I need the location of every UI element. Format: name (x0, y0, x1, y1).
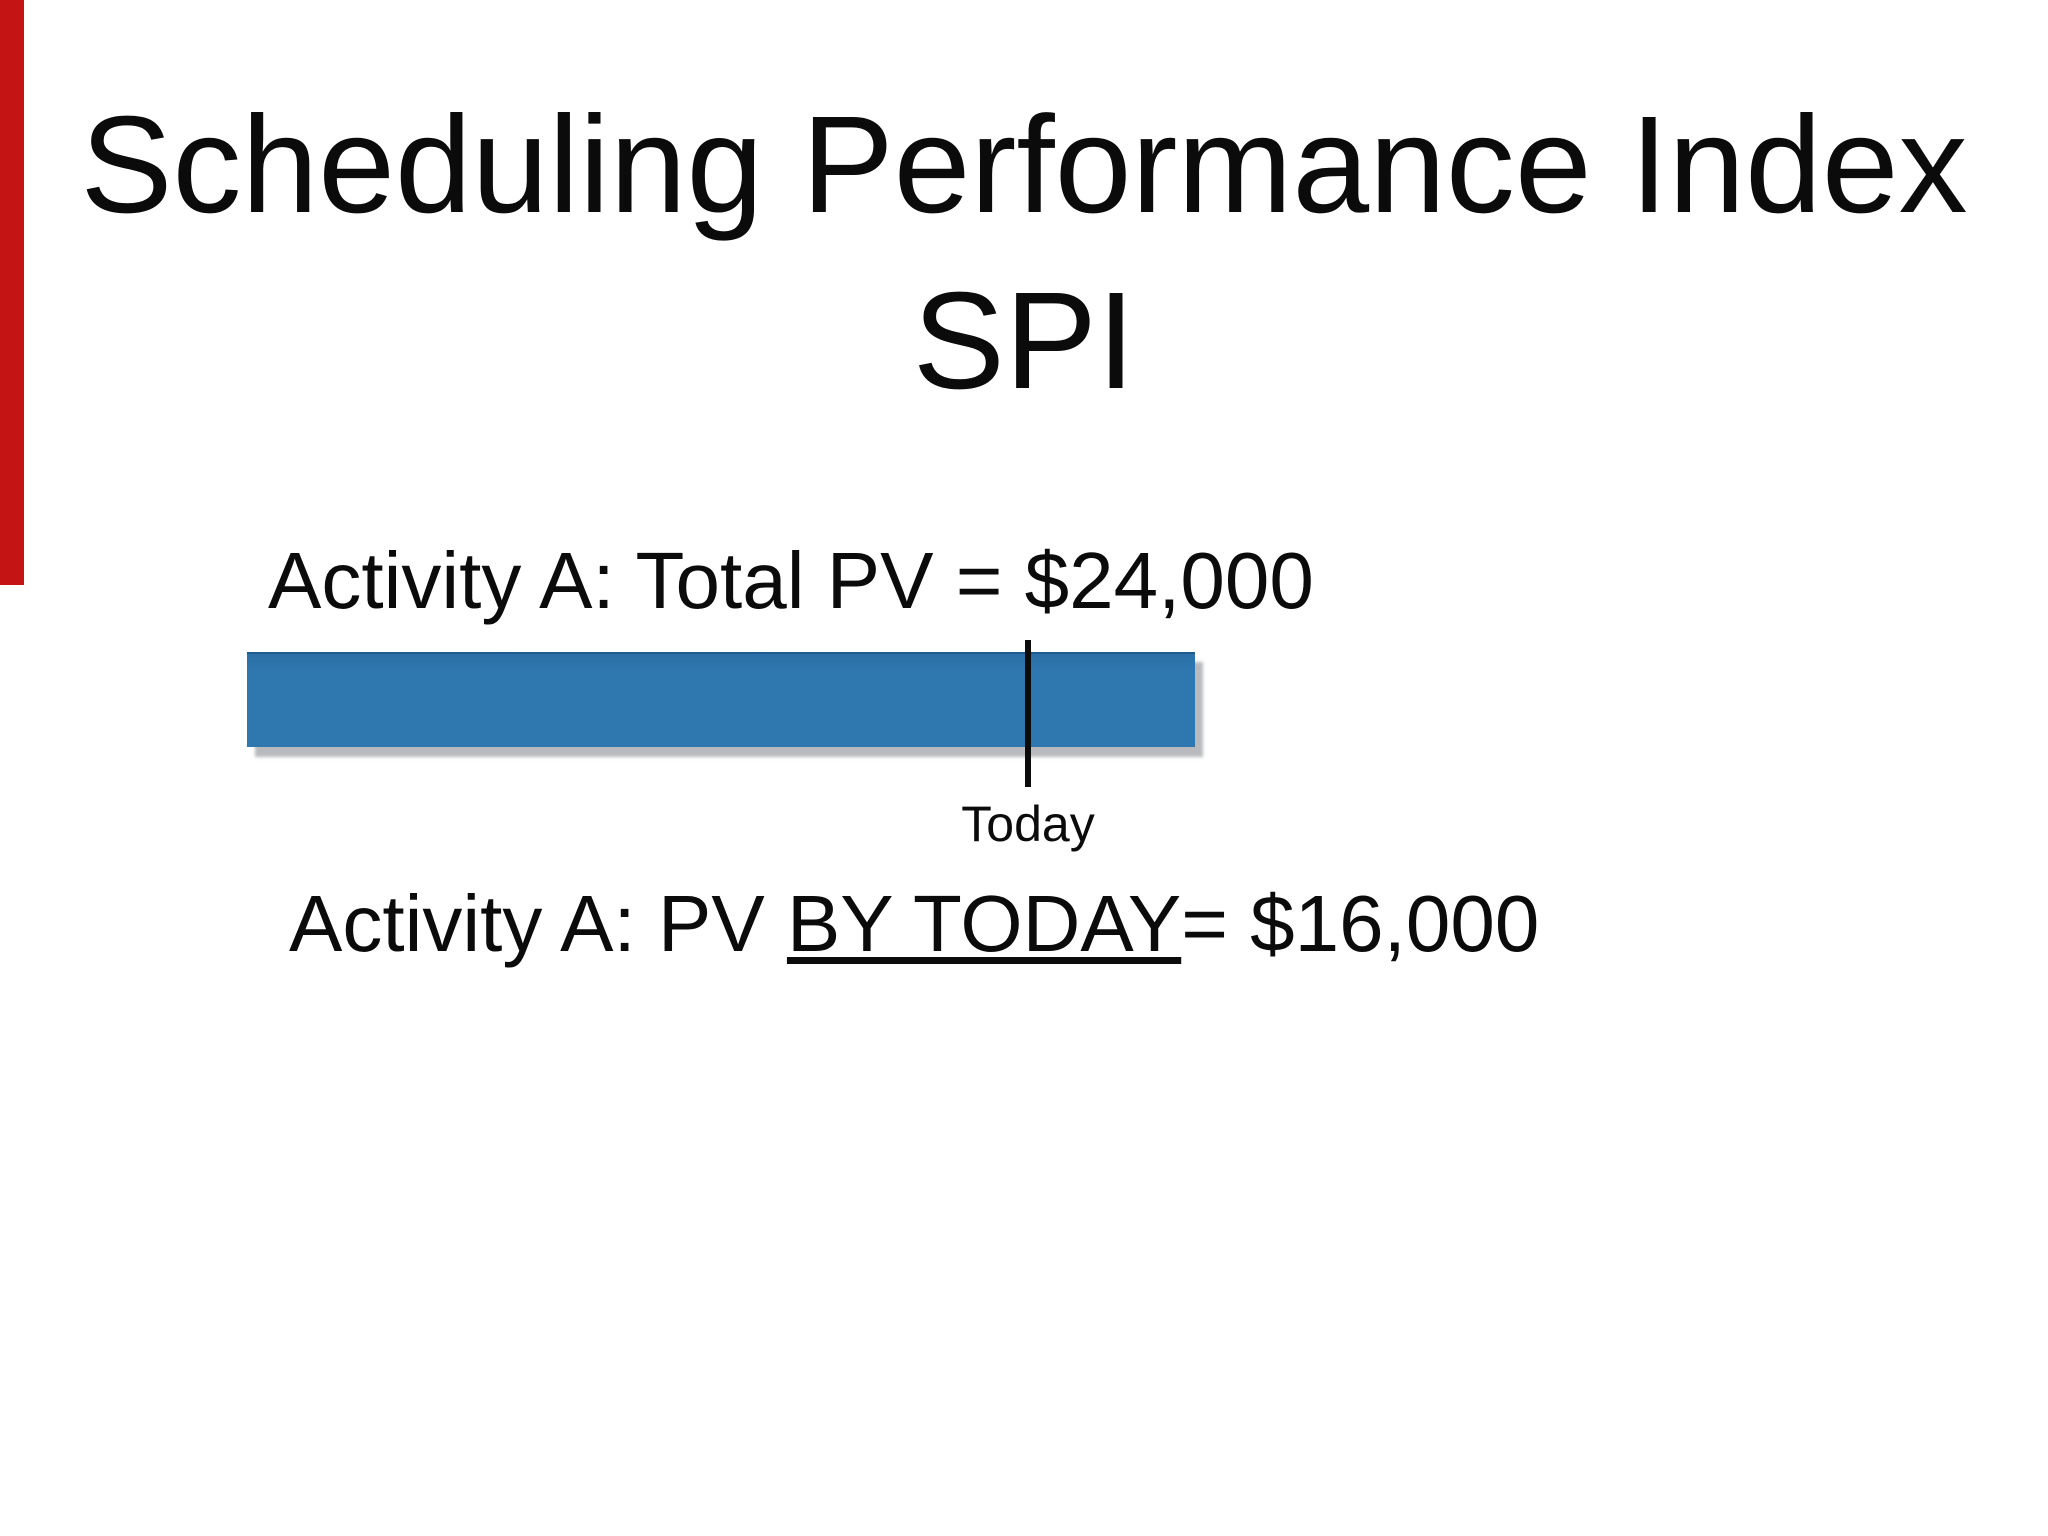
today-marker-label: Today (961, 796, 1095, 852)
today-marker-line (1025, 640, 1031, 787)
pv-by-today-suffix: = $16,000 (1181, 879, 1540, 968)
pv-by-today-label: Activity A: PV BY TODAY= $16,000 (289, 876, 1539, 972)
slide-title: Scheduling Performance Index SPI (0, 78, 2048, 430)
pv-by-today-prefix: Activity A: PV (289, 879, 787, 968)
total-pv-label: Activity A: Total PV = $24,000 (268, 536, 1314, 625)
activity-duration-bar (247, 652, 1195, 747)
left-edge-red-strip (0, 0, 24, 585)
pv-by-today-underlined-text: BY TODAY (786, 879, 1182, 968)
slide-title-line2: SPI (912, 263, 1136, 418)
slide-title-line1: Scheduling Performance Index (80, 88, 1968, 242)
